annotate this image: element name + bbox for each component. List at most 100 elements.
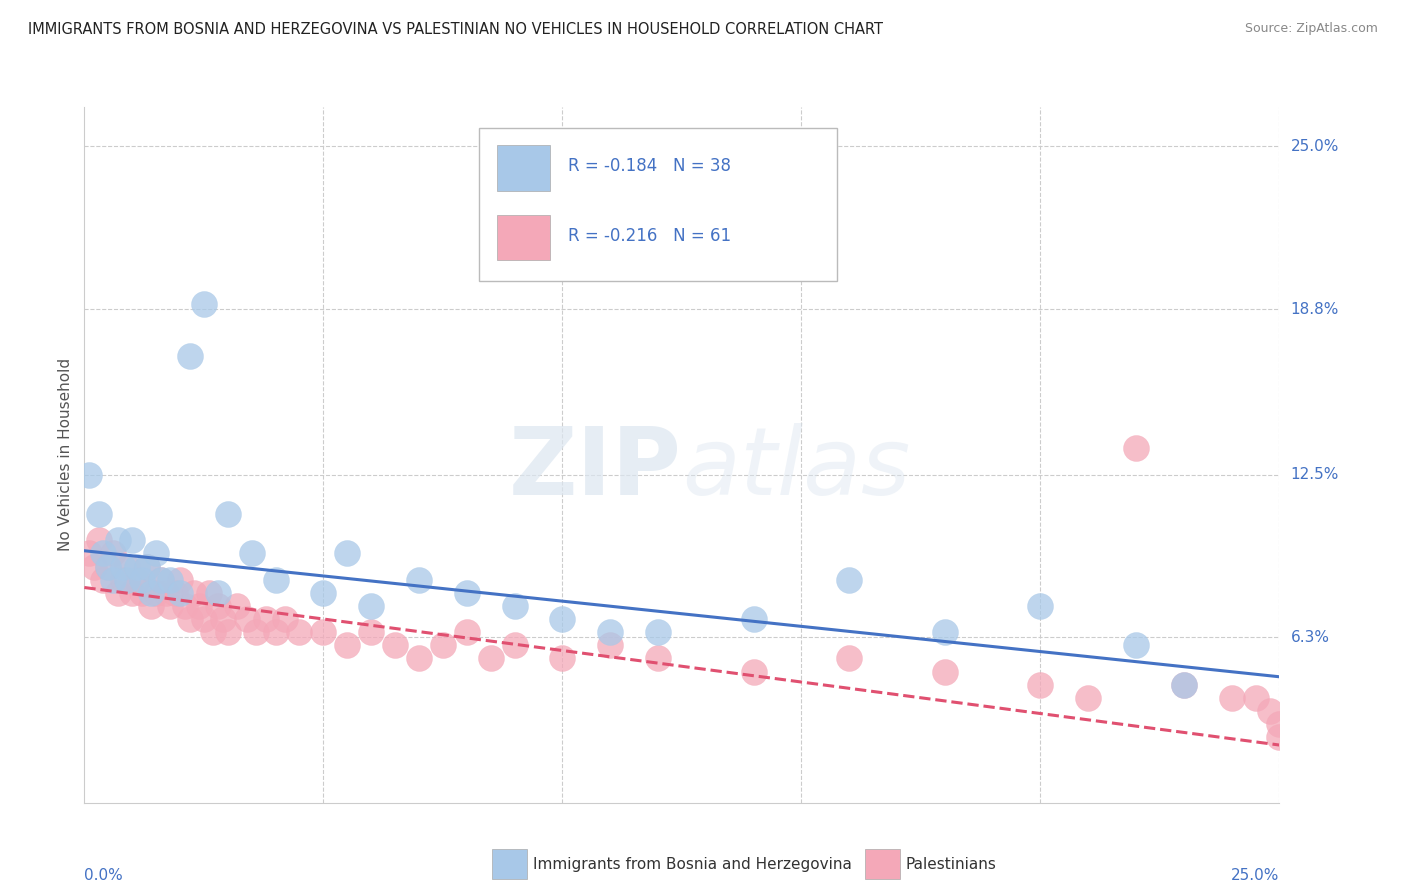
- Point: [121, 533, 143, 548]
- Point: [145, 546, 167, 560]
- Point: [117, 559, 139, 574]
- Point: [245, 625, 267, 640]
- Point: [1125, 638, 1147, 652]
- Point: [197, 586, 219, 600]
- Point: [240, 546, 263, 560]
- Text: ZIP: ZIP: [509, 423, 682, 515]
- Point: [1077, 690, 1099, 705]
- Point: [155, 586, 177, 600]
- Point: [479, 651, 502, 665]
- Point: [1029, 599, 1052, 613]
- Point: [1220, 690, 1243, 705]
- Point: [408, 651, 430, 665]
- Point: [77, 546, 100, 560]
- Point: [169, 573, 191, 587]
- Point: [456, 586, 478, 600]
- Point: [173, 599, 195, 613]
- Point: [149, 573, 172, 587]
- Point: [188, 599, 211, 613]
- Text: IMMIGRANTS FROM BOSNIA AND HERZEGOVINA VS PALESTINIAN NO VEHICLES IN HOUSEHOLD C: IMMIGRANTS FROM BOSNIA AND HERZEGOVINA V…: [28, 22, 883, 37]
- Point: [193, 612, 215, 626]
- Point: [838, 573, 860, 587]
- Point: [183, 586, 205, 600]
- Point: [149, 573, 172, 587]
- Point: [1244, 690, 1267, 705]
- Point: [226, 599, 249, 613]
- Point: [1173, 678, 1195, 692]
- Point: [169, 586, 191, 600]
- Point: [934, 665, 956, 679]
- Point: [934, 625, 956, 640]
- Point: [1268, 730, 1291, 744]
- Point: [111, 573, 134, 587]
- Point: [121, 586, 143, 600]
- Text: Palestinians: Palestinians: [905, 857, 997, 871]
- Point: [107, 586, 129, 600]
- Point: [159, 573, 181, 587]
- FancyBboxPatch shape: [496, 215, 550, 260]
- Point: [1258, 704, 1281, 718]
- Point: [207, 599, 229, 613]
- Point: [111, 559, 134, 574]
- Point: [217, 625, 239, 640]
- Point: [264, 625, 287, 640]
- Point: [742, 665, 765, 679]
- Point: [384, 638, 406, 652]
- Point: [212, 612, 235, 626]
- Text: 18.8%: 18.8%: [1291, 301, 1339, 317]
- Text: atlas: atlas: [682, 424, 910, 515]
- Point: [236, 612, 259, 626]
- Y-axis label: No Vehicles in Household: No Vehicles in Household: [58, 359, 73, 551]
- Point: [360, 599, 382, 613]
- Point: [179, 612, 201, 626]
- Point: [360, 625, 382, 640]
- Point: [647, 625, 669, 640]
- Point: [131, 573, 153, 587]
- Point: [125, 559, 148, 574]
- Point: [503, 638, 526, 652]
- Point: [647, 651, 669, 665]
- Point: [432, 638, 454, 652]
- Point: [254, 612, 277, 626]
- Point: [107, 533, 129, 548]
- FancyBboxPatch shape: [496, 145, 550, 191]
- Text: 25.0%: 25.0%: [1291, 139, 1339, 154]
- Point: [838, 651, 860, 665]
- Point: [336, 546, 359, 560]
- Text: R = -0.216   N = 61: R = -0.216 N = 61: [568, 227, 731, 244]
- Point: [264, 573, 287, 587]
- Point: [312, 586, 335, 600]
- Point: [1173, 678, 1195, 692]
- Point: [141, 586, 163, 600]
- Point: [742, 612, 765, 626]
- Point: [551, 612, 574, 626]
- Point: [135, 559, 157, 574]
- Point: [336, 638, 359, 652]
- Point: [193, 297, 215, 311]
- Text: R = -0.184   N = 38: R = -0.184 N = 38: [568, 157, 731, 175]
- Text: 6.3%: 6.3%: [1291, 630, 1330, 645]
- Point: [1125, 442, 1147, 456]
- FancyBboxPatch shape: [478, 128, 837, 281]
- Point: [159, 599, 181, 613]
- Point: [87, 507, 110, 521]
- Point: [93, 546, 115, 560]
- Point: [202, 625, 225, 640]
- Text: Source: ZipAtlas.com: Source: ZipAtlas.com: [1244, 22, 1378, 36]
- Point: [145, 586, 167, 600]
- Point: [599, 625, 621, 640]
- Text: 12.5%: 12.5%: [1291, 467, 1339, 482]
- Point: [101, 573, 124, 587]
- Point: [135, 559, 157, 574]
- Point: [125, 573, 148, 587]
- Text: Immigrants from Bosnia and Herzegovina: Immigrants from Bosnia and Herzegovina: [533, 857, 852, 871]
- Point: [77, 467, 100, 482]
- Point: [117, 573, 139, 587]
- Point: [288, 625, 311, 640]
- Point: [93, 573, 115, 587]
- Text: 25.0%: 25.0%: [1232, 869, 1279, 883]
- Point: [503, 599, 526, 613]
- Point: [456, 625, 478, 640]
- Point: [408, 573, 430, 587]
- Point: [165, 586, 187, 600]
